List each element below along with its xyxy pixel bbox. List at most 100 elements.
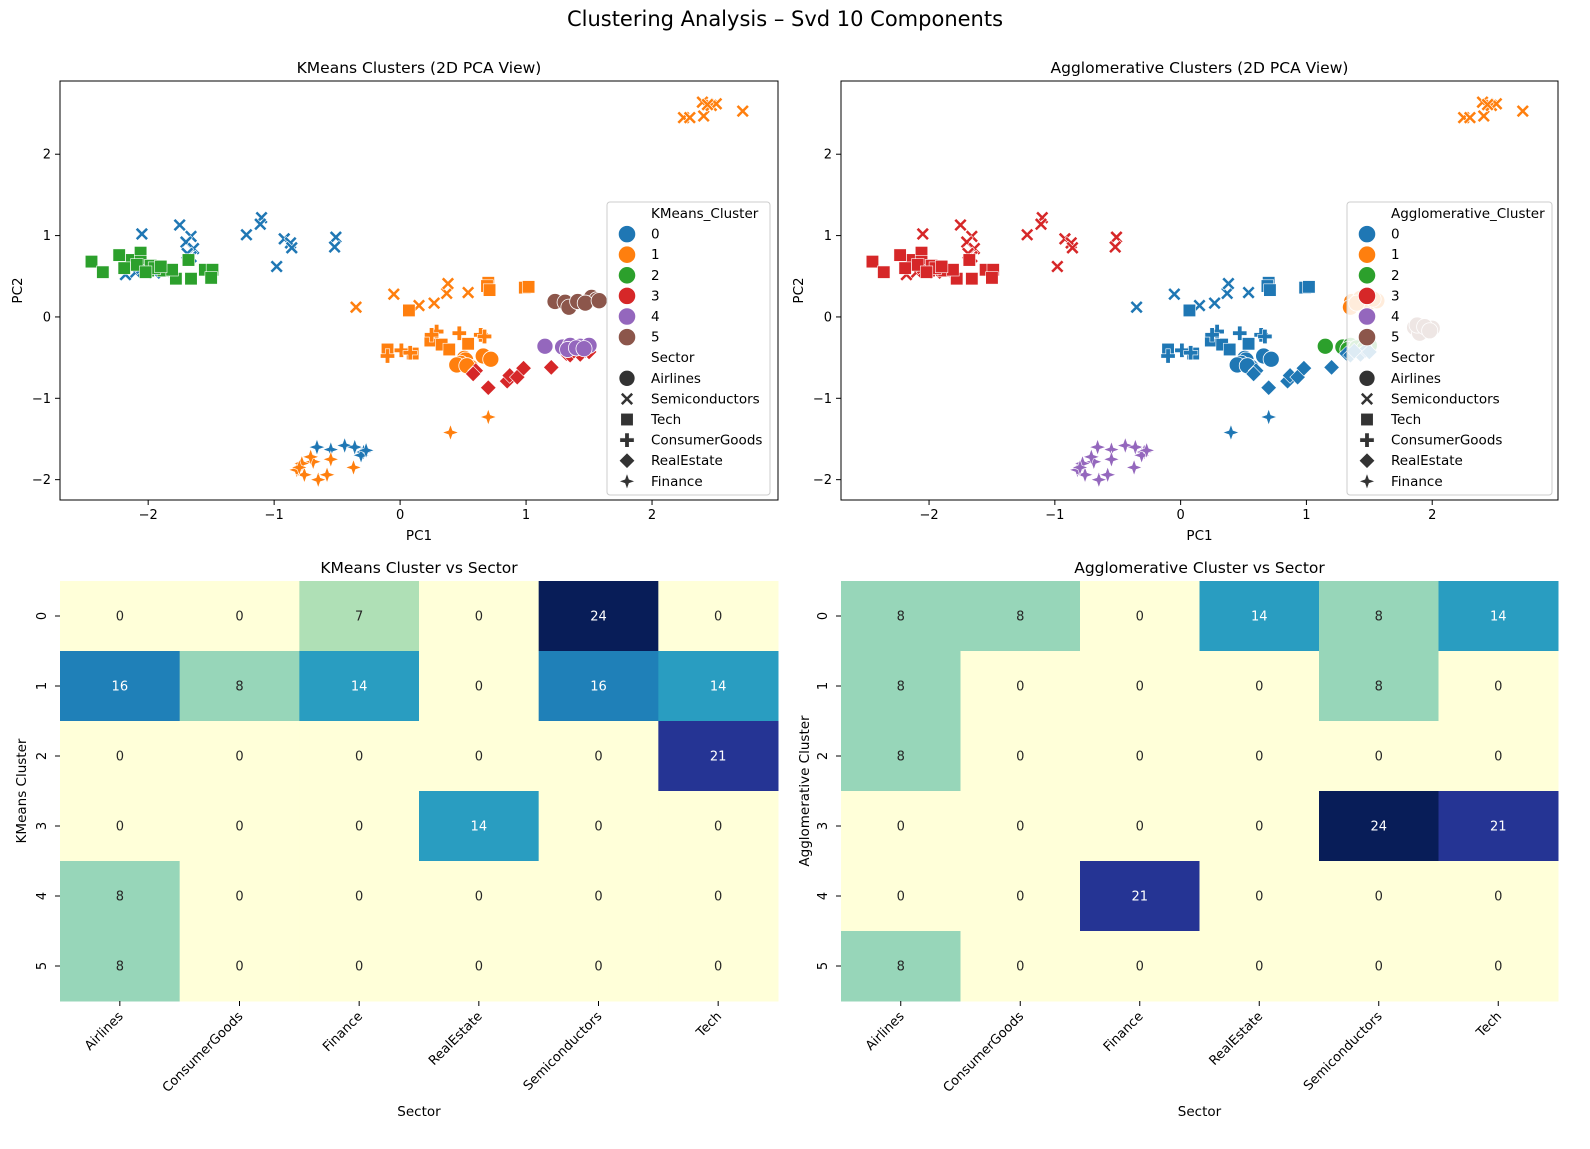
heatmap-cell-value: 0 xyxy=(1016,890,1024,905)
y-axis-label: Agglomerative Cluster xyxy=(797,715,813,867)
heatmap-cell xyxy=(299,861,420,932)
scatter-point xyxy=(1207,296,1222,311)
heatmap-cell xyxy=(960,791,1081,862)
scatter-point xyxy=(1102,450,1121,469)
heatmap-cell-value: 7 xyxy=(355,610,363,625)
heatmap-cell xyxy=(60,861,181,932)
heatmap-cell-value: 0 xyxy=(475,890,483,905)
heatmap-cells: 8 8 0 14 8 14 8 0 0 0 8 0 8 0 0 0 0 0 0 0 0 0 24 21 0 0 21 0 0 0 8 0 0 0 0… xyxy=(841,581,1559,1002)
heatmap-cell-value: 0 xyxy=(235,610,243,625)
heatmap-cell xyxy=(841,861,961,932)
scatter-point xyxy=(344,458,363,477)
scatter-point xyxy=(1183,345,1199,361)
heatmap-cell-value: 0 xyxy=(594,960,602,975)
heatmap-cell-value: 8 xyxy=(116,960,124,975)
scatter-point xyxy=(349,300,363,315)
scatter-point xyxy=(1515,104,1530,119)
y-tick-label: −1 xyxy=(32,392,51,407)
heatmap-cell xyxy=(419,791,540,862)
legend-sector-marker xyxy=(618,369,636,387)
scatter-point xyxy=(165,263,179,277)
legend-cluster-label: 5 xyxy=(651,330,660,346)
y-tick-label: 5 xyxy=(816,962,831,970)
legend-cluster-marker xyxy=(617,266,637,285)
heatmap-cell xyxy=(299,721,420,792)
scatter-point xyxy=(1221,276,1236,291)
heatmap-cell-value: 0 xyxy=(714,890,722,905)
scatter-point xyxy=(1098,465,1117,484)
heatmap-cell xyxy=(1438,861,1559,932)
heatmap-cell xyxy=(538,651,659,722)
heatmap-cell-value: 0 xyxy=(1136,960,1144,975)
y-tick-label: 2 xyxy=(43,148,51,163)
legend-sector-marker xyxy=(1358,369,1376,387)
chart-title: Agglomerative Clusters (2D PCA View) xyxy=(1051,59,1349,77)
x-tick-label: 2 xyxy=(1428,508,1436,523)
scatter-point xyxy=(1082,447,1101,466)
x-tick-label: Airlines xyxy=(82,1009,127,1054)
x-tick-label: Tech xyxy=(693,1009,725,1041)
heatmap-cell xyxy=(299,581,420,652)
x-tick-label: Finance xyxy=(320,1009,366,1055)
y-tick-label: 5 xyxy=(35,962,50,970)
scatter-point xyxy=(301,447,320,466)
chart-title: KMeans Clusters (2D PCA View) xyxy=(297,59,542,77)
heatmap-cell xyxy=(419,861,540,932)
heatmap-cell-value: 0 xyxy=(235,960,243,975)
heatmap-cell-value: 0 xyxy=(1136,680,1144,695)
scatter-point xyxy=(893,248,907,262)
heatmap-cell-value: 0 xyxy=(235,750,243,765)
heatmap-cell-value: 0 xyxy=(355,750,363,765)
x-tick-label: ConsumerGoods xyxy=(941,1009,1028,1096)
heatmap-cell xyxy=(1319,861,1439,932)
legend-style-title: Sector xyxy=(651,350,695,366)
heatmap-cell xyxy=(960,651,1081,722)
x-tick-label: 0 xyxy=(1176,508,1184,523)
y-tick-label: 0 xyxy=(816,612,831,620)
scatter-point xyxy=(442,342,456,357)
legend-sector-label: Airlines xyxy=(651,371,701,387)
legend-sector-marker xyxy=(1358,452,1376,469)
scatter-point xyxy=(1241,285,1256,300)
scatter-point xyxy=(946,263,960,277)
heatmap-cell-value: 0 xyxy=(1016,960,1024,975)
legend: Agglomerative_Cluster 0 1 2 3 4 5 Sector Airline… xyxy=(1346,201,1553,496)
legend-cluster-label: 0 xyxy=(1391,227,1400,243)
scatter-point xyxy=(1137,441,1156,460)
legend-sector-marker xyxy=(1358,472,1376,491)
heatmap-cell-value: 0 xyxy=(116,610,124,625)
scatter-point xyxy=(441,423,460,442)
scatter-point xyxy=(985,271,999,285)
heatmap-cell xyxy=(1199,651,1320,722)
heatmap-cell-value: 8 xyxy=(1375,680,1383,695)
legend-sector-marker xyxy=(1360,412,1374,427)
legend-cluster-marker xyxy=(617,225,637,244)
y-axis-label: PC2 xyxy=(10,277,26,303)
legend-sector-label: Finance xyxy=(1391,474,1443,490)
scatter-point xyxy=(700,97,715,112)
heatmap-cell xyxy=(60,931,181,1002)
heatmap-cell-value: 0 xyxy=(1016,680,1024,695)
scatter-point xyxy=(1204,327,1220,343)
legend-sector-label: Tech xyxy=(650,412,681,428)
scatter-point xyxy=(1245,365,1262,383)
legend-sector-marker xyxy=(620,412,634,427)
scatter-point xyxy=(239,227,254,242)
heatmap-cell xyxy=(1080,791,1200,862)
heatmap-cell xyxy=(658,651,779,722)
heatmap-cell-value: 0 xyxy=(1375,890,1383,905)
legend-sector-marker xyxy=(618,452,636,469)
legend-sector-label: Finance xyxy=(651,474,703,490)
heatmap-cell xyxy=(1199,931,1320,1002)
y-tick-label: 0 xyxy=(35,612,50,620)
heatmap-cell xyxy=(179,931,300,1002)
scatter-point xyxy=(898,261,912,275)
scatter-point xyxy=(1480,97,1495,112)
x-tick-label: −1 xyxy=(1045,508,1064,523)
heatmap-cell xyxy=(179,861,300,932)
legend-cluster-label: 5 xyxy=(1391,330,1400,346)
legend-cluster-label: 2 xyxy=(651,268,660,284)
scatter-point xyxy=(1259,408,1278,426)
y-tick-label: 3 xyxy=(816,822,831,830)
heatmap-cell xyxy=(658,931,779,1002)
